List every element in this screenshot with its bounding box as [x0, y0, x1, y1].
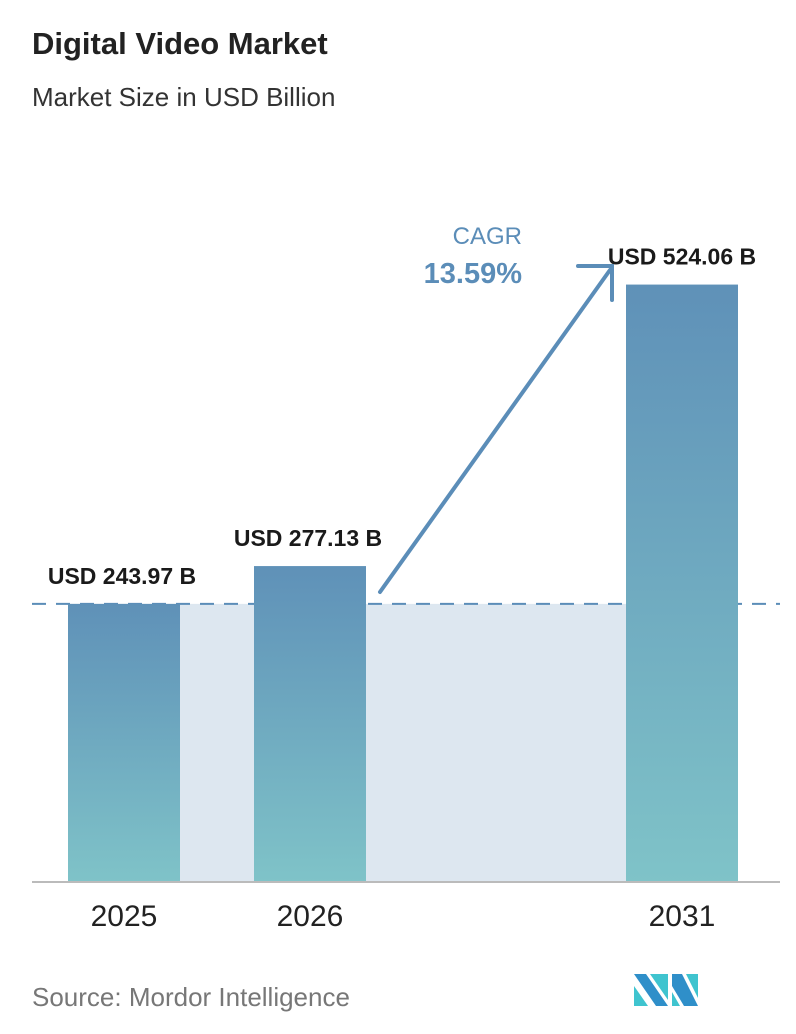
chart-subtitle: Market Size in USD Billion [32, 82, 336, 112]
cagr-value: 13.59% [424, 258, 523, 290]
mordor-logo [634, 974, 698, 1006]
cagr-arrow [378, 264, 614, 594]
data-label-2025: USD 243.97 B [48, 563, 196, 589]
bar-2026 [254, 566, 366, 882]
chart-title: Digital Video Market [32, 26, 328, 61]
x-tick-2031: 2031 [649, 900, 716, 933]
source-note: Source: Mordor Intelligence [32, 982, 350, 1012]
x-tick-2026: 2026 [277, 900, 344, 933]
data-label-2026: USD 277.13 B [234, 525, 382, 551]
x-tick-2025: 2025 [91, 900, 158, 933]
bar-2025 [68, 603, 180, 882]
bar-2031 [626, 284, 738, 882]
data-label-2031: USD 524.06 B [608, 244, 756, 270]
cagr-label: CAGR [453, 223, 522, 250]
